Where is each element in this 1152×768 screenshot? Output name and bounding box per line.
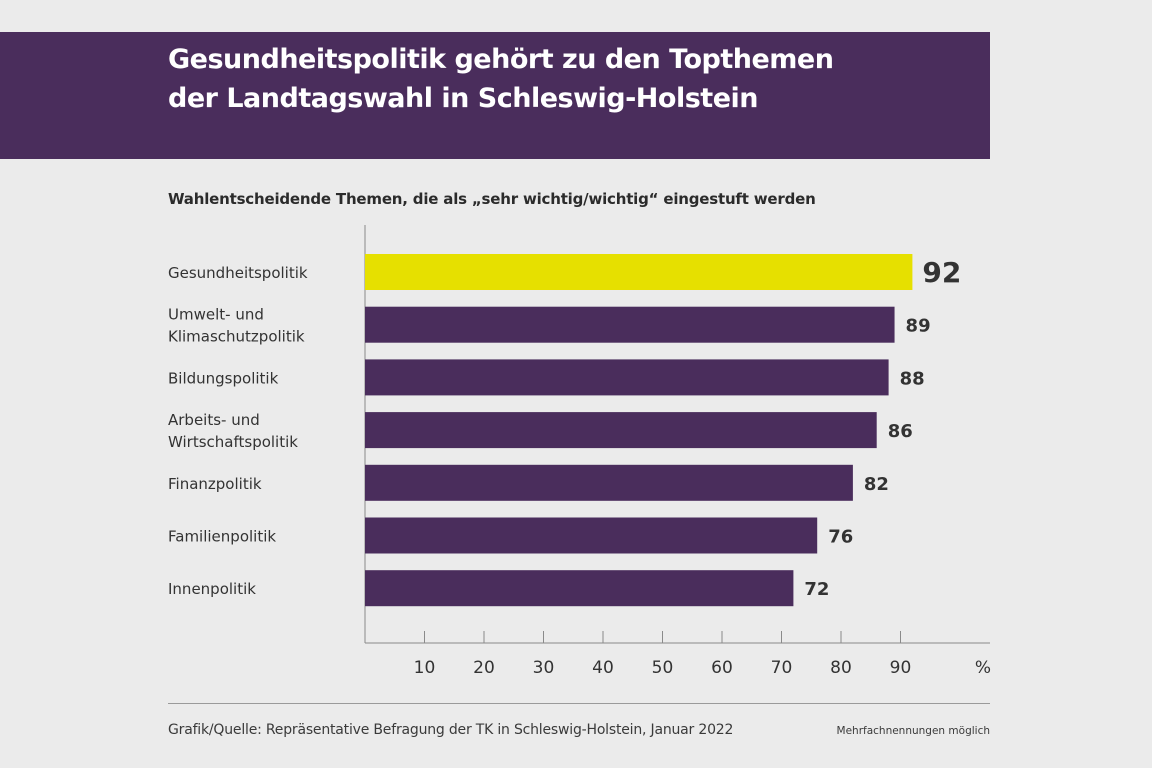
x-tick-label: 20: [473, 658, 495, 678]
x-tick-label: 80: [830, 658, 852, 678]
title-banner: Gesundheitspolitik gehört zu den Topthem…: [0, 32, 990, 159]
source-note: Grafik/Quelle: Repräsentative Befragung …: [168, 722, 734, 738]
x-tick-label: 60: [711, 658, 733, 678]
x-tick-label: 40: [592, 658, 614, 678]
bar-highlight: [365, 254, 913, 290]
bar-chart: 10 20 30 40 50 60 70 80 90 % 92 Gesundheitspolitik 8…: [168, 225, 991, 678]
bar: [365, 464, 853, 501]
category-label: Innenpolitik: [168, 580, 256, 598]
bar: [365, 412, 877, 449]
bar: [365, 306, 895, 343]
chart-title-line-2: der Landtagswahl in Schleswig-Holstein: [168, 83, 758, 114]
x-tick-label: 30: [533, 658, 555, 678]
bar-value-label: 88: [900, 368, 925, 389]
category-label: Klimaschutzpolitik: [168, 328, 305, 346]
category-label: Bildungspolitik: [168, 369, 279, 387]
x-tick-label: 70: [771, 658, 793, 678]
chart-title-line-1: Gesundheitspolitik gehört zu den Topthem…: [168, 44, 834, 75]
bar-value-label: 92: [922, 256, 961, 289]
bar: [365, 517, 818, 554]
category-label: Umwelt- und: [168, 306, 264, 324]
bar: [365, 359, 889, 396]
chart-subtitle: Wahlentscheidende Themen, die als „sehr …: [168, 190, 816, 208]
bar-value-label: 82: [864, 474, 889, 495]
footer-divider: [168, 703, 990, 704]
x-tick-label: 50: [652, 658, 674, 678]
category-label: Gesundheitspolitik: [168, 264, 308, 282]
bar-value-label: 76: [828, 527, 853, 548]
multiple-answers-note: Mehrfachnennungen möglich: [836, 725, 990, 737]
category-label: Wirtschaftspolitik: [168, 433, 298, 451]
bar: [365, 570, 794, 607]
bar-value-label: 72: [804, 579, 829, 600]
category-label: Arbeits- und: [168, 411, 260, 429]
x-tick-label: 90: [890, 658, 912, 678]
chart-title: Gesundheitspolitik gehört zu den Topthem…: [168, 40, 968, 118]
x-tick-label: 10: [414, 658, 436, 678]
x-unit-label: %: [975, 658, 991, 678]
category-label: Finanzpolitik: [168, 475, 262, 493]
bar-value-label: 86: [888, 421, 913, 442]
bar-value-label: 89: [906, 316, 931, 337]
category-label: Familienpolitik: [168, 528, 276, 546]
